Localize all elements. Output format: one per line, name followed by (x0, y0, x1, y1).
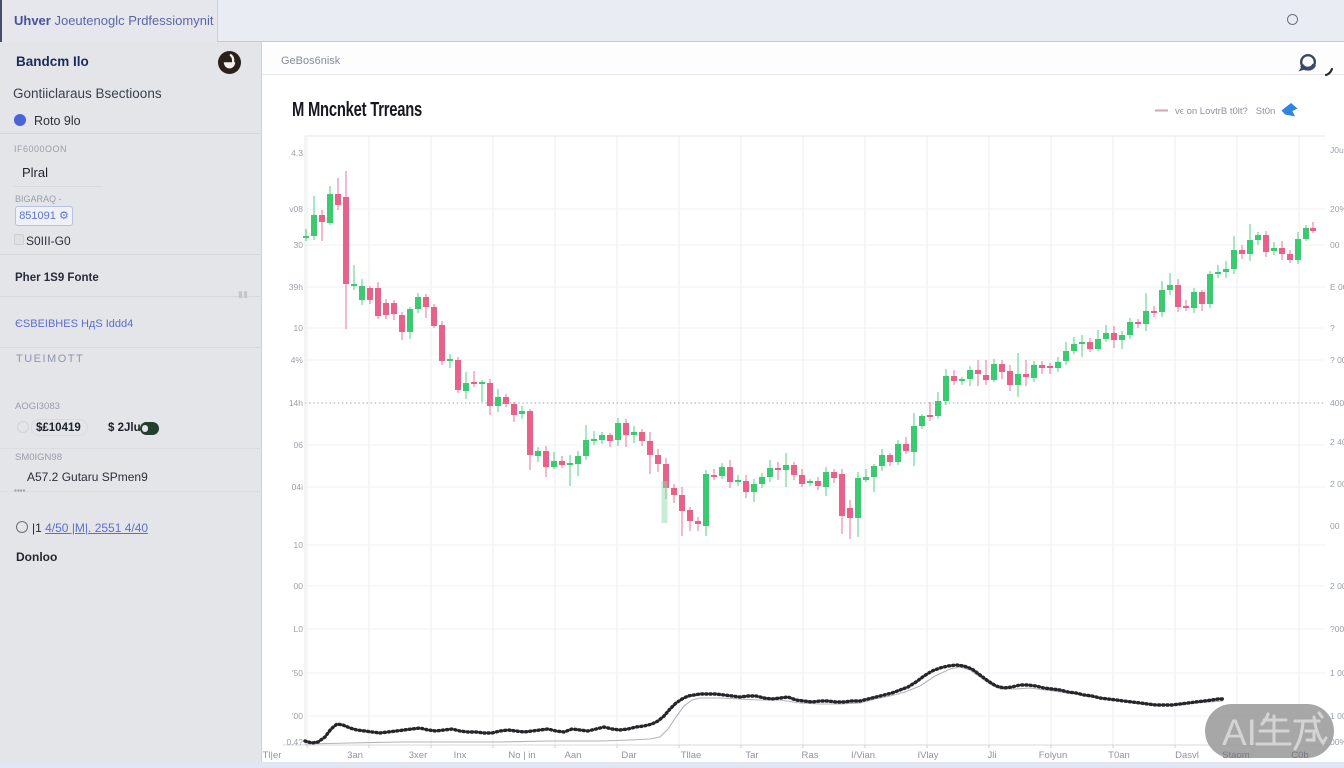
svg-text:T0an: T0an (1108, 750, 1130, 761)
svg-text:J0u: J0u (1330, 145, 1344, 155)
svg-text:4.3: 4.3 (291, 148, 303, 158)
svg-text:2 00%: 2 00% (1330, 479, 1344, 489)
svg-text:14h: 14h (289, 398, 303, 408)
svg-text:Ras: Ras (802, 750, 819, 761)
svg-text:L0: L0 (294, 624, 304, 634)
svg-text:Dasvl: Dasvl (1175, 750, 1199, 761)
svg-text:IVlay: IVlay (917, 750, 938, 761)
svg-text:'00: '00 (292, 711, 303, 721)
svg-text:00: 00 (294, 581, 304, 591)
svg-text:Dar: Dar (621, 750, 636, 761)
svg-text:Aan: Aan (565, 750, 582, 761)
svg-text:C0b: C0b (1291, 750, 1308, 761)
svg-text:'50: '50 (292, 668, 303, 678)
svg-text:3an: 3an (347, 750, 363, 761)
svg-text:? 00: ? 00 (1330, 355, 1344, 365)
svg-text:?00-: ?00- (1330, 624, 1344, 634)
svg-text:Tl|er: Tl|er (263, 750, 282, 761)
svg-text:No | in: No | in (508, 750, 535, 761)
svg-text:04i: 04i (292, 482, 303, 492)
svg-text:Staom: Staom (1222, 750, 1250, 761)
svg-text:Tllae: Tllae (681, 750, 702, 761)
svg-text:00: 00 (1330, 240, 1340, 250)
svg-text:vϵ on LovtrB t0lt? St0n: vϵ on LovtrB t0lt? St0n (1175, 106, 1275, 117)
svg-text:10: 10 (294, 540, 304, 550)
svg-text:1 00: 1 00 (1330, 711, 1344, 721)
svg-text:Folyun: Folyun (1039, 750, 1068, 761)
svg-text:AI: AI (1222, 712, 1257, 753)
svg-text:Inx: Inx (454, 750, 467, 761)
svg-text:2 00: 2 00 (1330, 581, 1344, 591)
svg-text:2 40%: 2 40% (1330, 437, 1344, 447)
svg-text:1 00: 1 00 (1330, 668, 1344, 678)
svg-text:Tar: Tar (745, 750, 758, 761)
svg-text:400(: 400( (1330, 398, 1344, 408)
svg-text:E 00(: E 00( (1330, 282, 1344, 292)
svg-text:4%: 4% (291, 355, 304, 365)
svg-text:00: 00 (1330, 521, 1340, 531)
svg-text:20%: 20% (1330, 204, 1344, 214)
svg-text:00%: 00% (1330, 737, 1344, 747)
svg-text:v08: v08 (289, 204, 303, 214)
svg-text:39h: 39h (289, 282, 303, 292)
svg-text:06: 06 (294, 440, 304, 450)
svg-text:Jli: Jli (988, 750, 997, 761)
svg-text:0.4?: 0.4? (286, 737, 303, 747)
svg-text:?: ? (1330, 323, 1335, 333)
svg-text:30: 30 (294, 240, 304, 250)
svg-text:I/Vian: I/Vian (851, 750, 875, 761)
svg-text:3xer: 3xer (409, 750, 427, 761)
svg-text:10: 10 (294, 323, 304, 333)
